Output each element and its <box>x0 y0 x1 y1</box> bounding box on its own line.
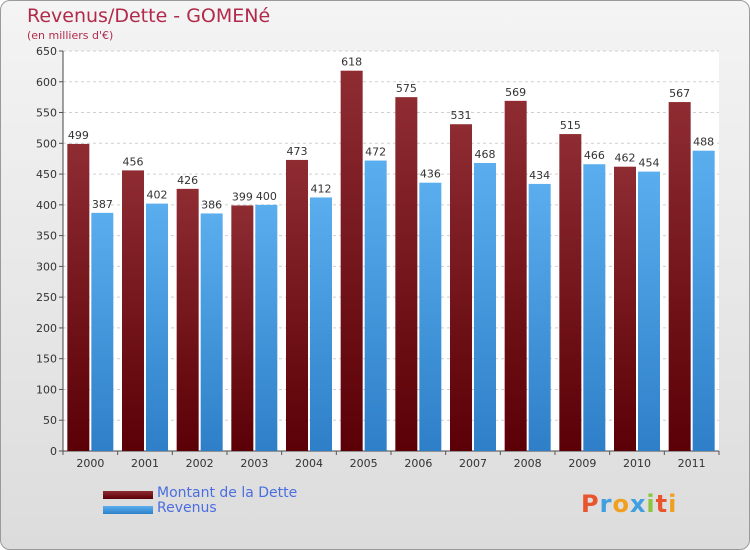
y-tick-label: 600 <box>36 76 57 89</box>
logo-letter: i <box>668 490 678 518</box>
y-tick-label: 650 <box>36 45 57 58</box>
logo-letter: i <box>646 490 656 518</box>
y-tick-label: 550 <box>36 107 57 120</box>
x-tick-label: 2005 <box>350 457 378 470</box>
bar-dette <box>614 166 636 451</box>
bar-revenus <box>583 164 606 451</box>
bar-dette <box>450 124 472 451</box>
data-label: 468 <box>475 148 496 161</box>
bar-revenus <box>474 163 496 451</box>
data-label: 466 <box>584 149 605 162</box>
data-label: 400 <box>256 190 277 203</box>
bar-dette <box>504 100 527 451</box>
x-tick-label: 2002 <box>186 457 214 470</box>
y-tick-label: 250 <box>36 291 57 304</box>
data-label: 499 <box>68 129 89 142</box>
bar-dette <box>395 97 418 452</box>
plot-area <box>63 51 719 451</box>
bar-revenus <box>528 183 551 451</box>
y-tick-label: 300 <box>36 260 57 273</box>
x-tick-label: 2010 <box>623 457 651 470</box>
logo-letter: x <box>629 490 647 518</box>
bar-revenus <box>200 213 223 451</box>
bar-revenus <box>364 160 387 452</box>
legend-swatch-debt <box>103 491 153 499</box>
bar-revenus <box>146 203 168 451</box>
bar-revenus <box>255 204 278 451</box>
x-tick-label: 2008 <box>514 457 542 470</box>
bar-dette <box>67 143 90 451</box>
bar-dette <box>231 205 254 451</box>
data-label: 569 <box>505 86 526 99</box>
data-label: 462 <box>615 152 636 165</box>
y-tick-label: 200 <box>36 322 57 335</box>
x-tick-label: 2011 <box>678 457 706 470</box>
y-tick-label: 450 <box>36 168 57 181</box>
data-label: 387 <box>92 198 113 211</box>
x-tick-label: 2001 <box>131 457 159 470</box>
data-label: 618 <box>341 56 362 69</box>
x-tick-label: 2000 <box>76 457 104 470</box>
logo-letter: P <box>581 490 600 518</box>
bar-revenus <box>692 150 715 451</box>
logo-letter: o <box>612 490 630 518</box>
legend-label-revenus: Revenus <box>157 500 217 516</box>
x-tick-label: 2004 <box>295 457 323 470</box>
data-label: 473 <box>287 145 308 158</box>
data-label: 488 <box>693 136 714 149</box>
legend-swatch-revenus <box>103 506 153 514</box>
bar-dette <box>559 134 582 452</box>
logo-letter: t <box>655 490 669 518</box>
y-tick-label: 400 <box>36 199 57 212</box>
x-tick-label: 2006 <box>404 457 432 470</box>
data-label: 456 <box>123 155 144 168</box>
chart-title: Revenus/Dette - GOMENé <box>27 5 271 27</box>
x-tick-label: 2007 <box>459 457 487 470</box>
x-tick-label: 2009 <box>568 457 596 470</box>
data-label: 454 <box>639 157 660 170</box>
data-label: 426 <box>177 174 198 187</box>
bar-dette <box>668 102 691 452</box>
bar-revenus <box>91 212 114 451</box>
data-label: 531 <box>451 109 472 122</box>
data-label: 402 <box>147 189 168 202</box>
legend-label-debt: Montant de la Dette <box>157 485 298 501</box>
y-tick-label: 350 <box>36 230 57 243</box>
y-tick-label: 500 <box>36 137 57 150</box>
bar-revenus <box>419 182 442 451</box>
x-tick-label: 2003 <box>240 457 268 470</box>
bar-dette <box>340 70 363 451</box>
y-tick-label: 100 <box>36 383 57 396</box>
bar-dette <box>122 170 144 451</box>
data-label: 386 <box>201 198 222 211</box>
bar-revenus <box>310 197 332 451</box>
bar-dette <box>176 188 199 451</box>
data-label: 575 <box>396 82 417 95</box>
data-label: 434 <box>529 169 550 182</box>
data-label: 472 <box>365 146 386 159</box>
y-tick-label: 150 <box>36 353 57 366</box>
data-label: 515 <box>560 119 581 132</box>
proxiti-logo: Proxiti <box>581 490 677 518</box>
logo-letter: r <box>599 490 613 518</box>
data-label: 399 <box>232 190 253 203</box>
data-label: 436 <box>420 168 441 181</box>
data-label: 412 <box>311 182 332 195</box>
chart-subtitle: (en milliers d'€) <box>27 29 114 42</box>
y-tick-label: 50 <box>43 414 57 427</box>
bar-revenus <box>638 171 660 451</box>
y-tick-label: 0 <box>50 445 57 458</box>
data-label: 567 <box>669 87 690 100</box>
bar-dette <box>286 159 308 451</box>
